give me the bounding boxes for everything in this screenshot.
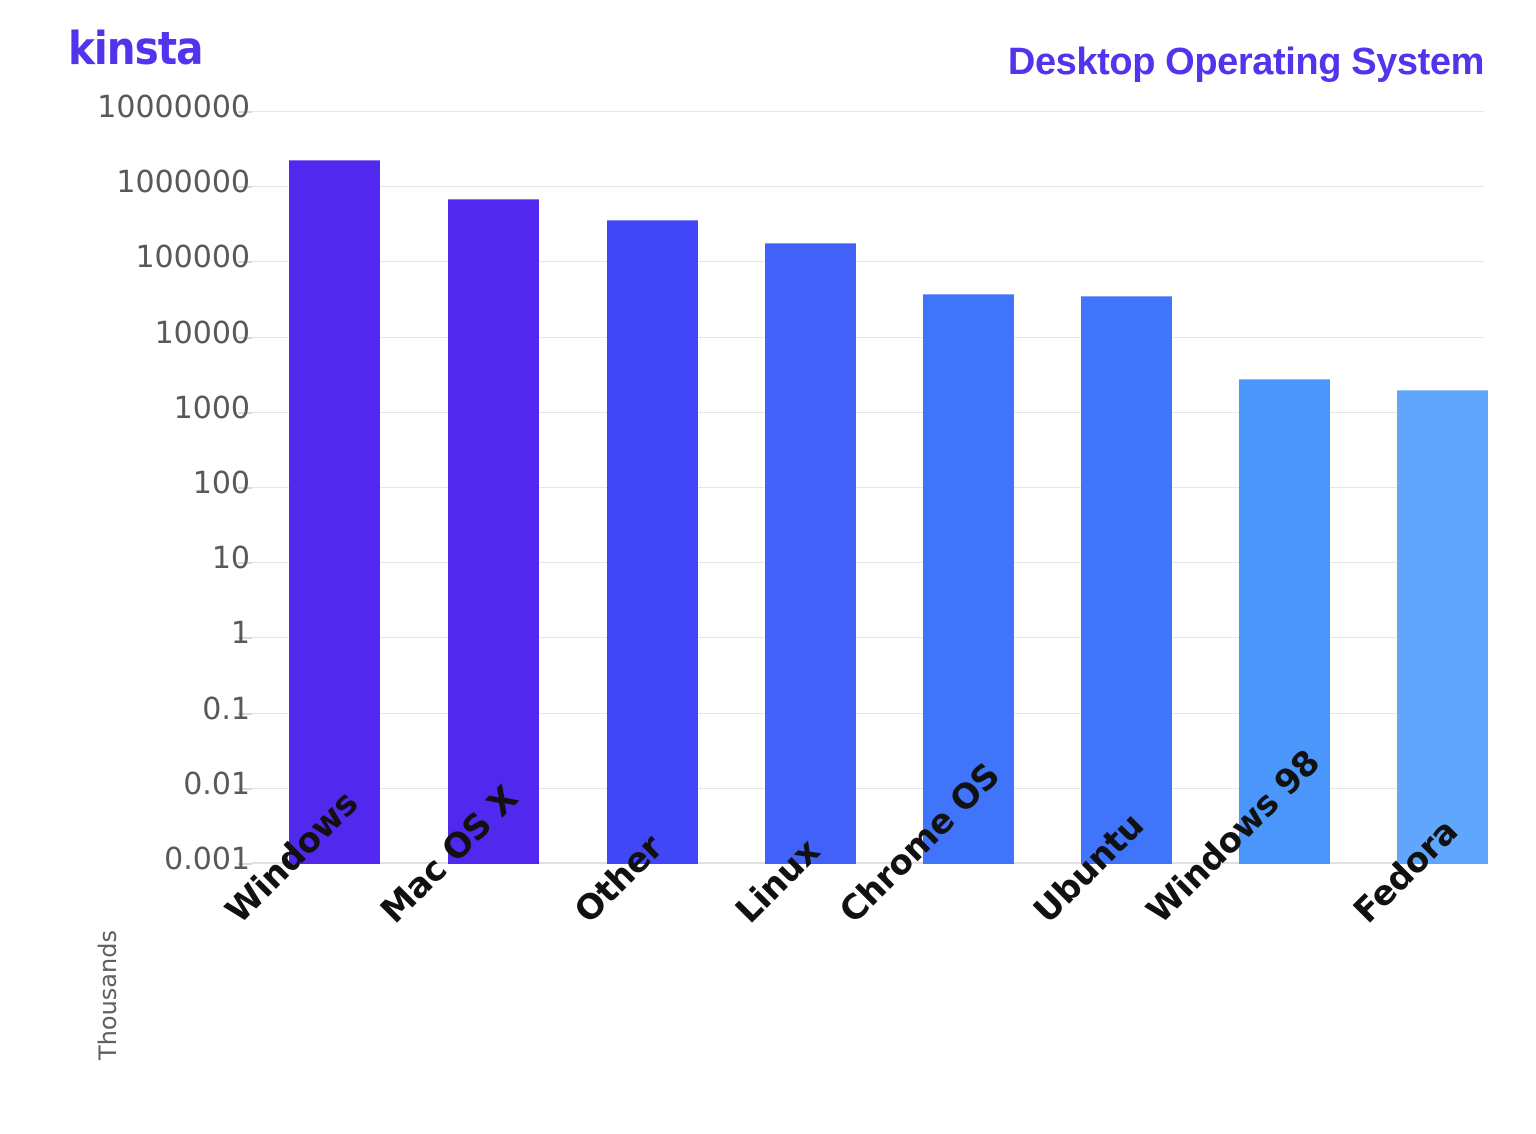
bar-fedora[interactable] bbox=[1397, 390, 1488, 864]
y-tick-label: 100 bbox=[192, 466, 250, 501]
y-tick-label: 1000 bbox=[173, 390, 250, 426]
y-tick-mark bbox=[238, 863, 252, 865]
bar-windows-98[interactable] bbox=[1239, 379, 1330, 864]
chart-title: Desktop Operating System bbox=[1007, 41, 1484, 83]
gridline bbox=[252, 186, 1484, 188]
y-tick-label: 10000 bbox=[154, 315, 250, 351]
kinsta-logo: kinsta bbox=[68, 22, 203, 75]
bar-mac-os-x[interactable] bbox=[448, 199, 539, 864]
x-axis-baseline bbox=[252, 862, 1484, 864]
x-axis-labels: Windows Mac OS X Other Linux Chrome OS Ubuntu… bbox=[0, 743, 1536, 1134]
chart-header: kinsta Desktop Operating System bbox=[0, 0, 1536, 100]
y-tick-mark bbox=[238, 261, 252, 264]
y-tick-mark bbox=[238, 712, 252, 715]
y-tick-label: 0.001 bbox=[164, 842, 250, 877]
gridline bbox=[252, 111, 1484, 112]
gridline bbox=[252, 487, 1484, 488]
y-tick-label: 1000000 bbox=[116, 165, 250, 201]
gridline bbox=[252, 787, 1484, 789]
y-tick-mark bbox=[238, 562, 252, 565]
y-tick-mark bbox=[238, 411, 252, 414]
y-tick-mark bbox=[238, 111, 252, 113]
y-tick-label: 10 bbox=[211, 541, 250, 577]
gridline bbox=[252, 562, 1484, 564]
gridline bbox=[252, 411, 1484, 413]
gridline bbox=[252, 261, 1484, 263]
bar-other[interactable] bbox=[607, 220, 698, 864]
y-tick-mark bbox=[238, 487, 252, 489]
bar-linux[interactable] bbox=[765, 243, 856, 864]
y-tick-mark bbox=[238, 787, 252, 790]
y-tick-label: 1 bbox=[230, 616, 250, 652]
gridline bbox=[252, 712, 1484, 714]
gridline bbox=[252, 637, 1484, 639]
bar-ubuntu[interactable] bbox=[1081, 296, 1172, 864]
bar-windows[interactable] bbox=[289, 160, 380, 864]
gridline bbox=[252, 336, 1484, 338]
y-tick-label: 10000000 bbox=[97, 90, 250, 125]
y-tick-label: 0.1 bbox=[202, 691, 250, 727]
y-tick-label: 100000 bbox=[135, 240, 250, 276]
y-tick-mark bbox=[238, 336, 252, 339]
y-axis-unit-caption: Thousands bbox=[94, 930, 122, 1060]
bar-chrome-os[interactable] bbox=[923, 294, 1014, 864]
y-tick-mark bbox=[238, 637, 252, 640]
y-tick-label: 0.01 bbox=[183, 766, 250, 802]
y-tick-mark bbox=[238, 186, 252, 189]
